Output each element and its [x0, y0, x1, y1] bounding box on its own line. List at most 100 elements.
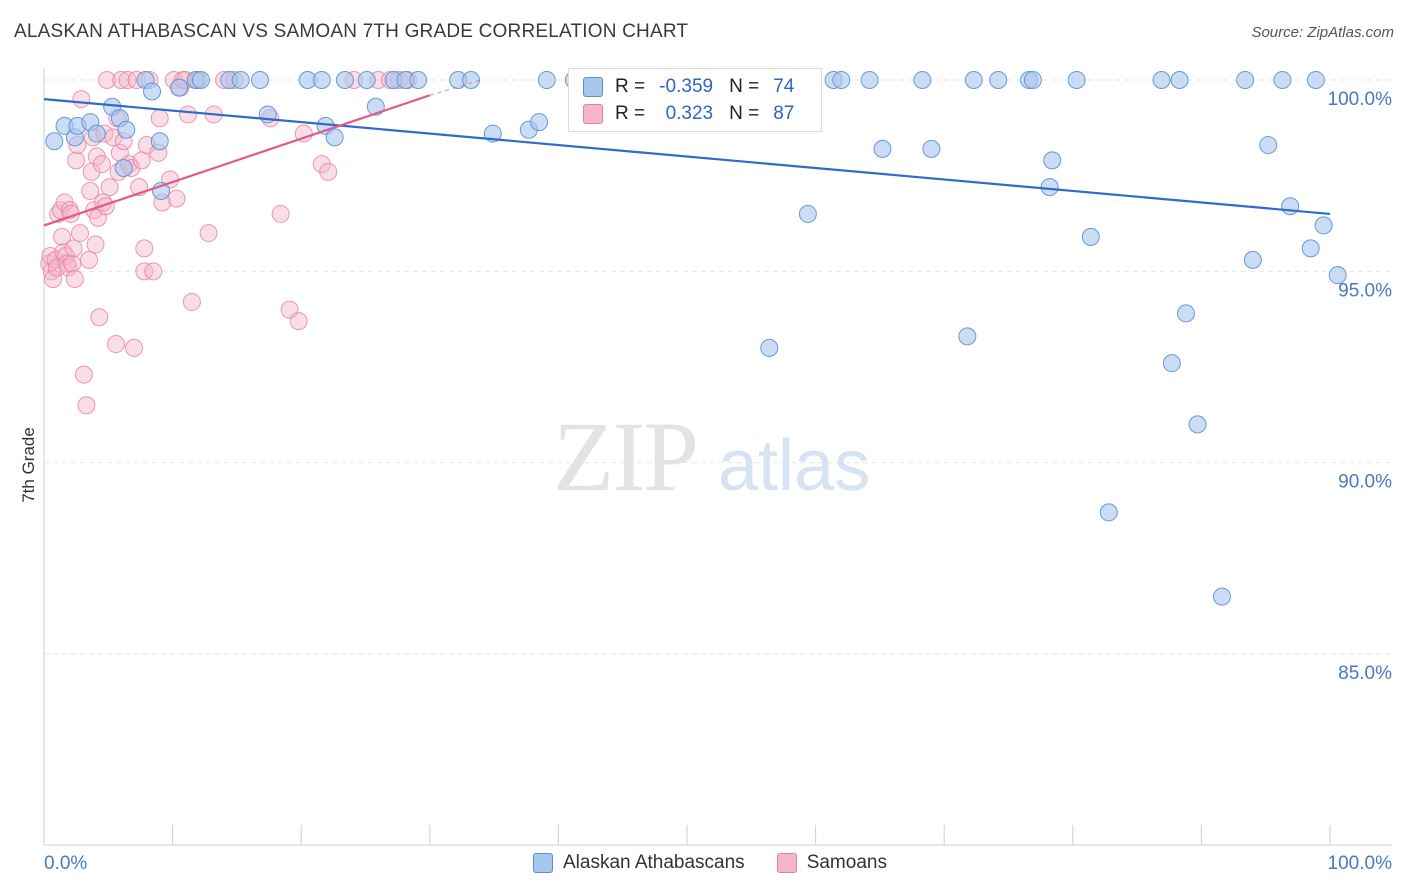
- athabascan-point: [1243, 250, 1262, 269]
- athabascan-point: [312, 71, 331, 89]
- athabascan-point: [143, 82, 162, 101]
- samoan-point: [81, 181, 100, 200]
- legend-item-athabascans[interactable]: Alaskan Athabascans: [533, 852, 745, 874]
- samoan-point: [167, 189, 186, 208]
- athabascan-point: [87, 124, 106, 143]
- legend-n-label: N =: [729, 103, 760, 124]
- athabascan-point: [409, 71, 428, 89]
- legend-r-label: R =: [615, 76, 646, 97]
- athabascan-trendline: [43, 98, 1331, 216]
- athabascan-point: [537, 71, 556, 89]
- samoan-point: [100, 178, 119, 197]
- athabascan-point: [1162, 354, 1181, 373]
- samoan-point: [135, 262, 154, 281]
- athabascan-point: [251, 71, 270, 89]
- athabascan-point: [357, 71, 376, 89]
- series-legend: Alaskan Athabascans Samoans: [533, 852, 919, 874]
- y-tick-label: 95.0%: [1338, 280, 1392, 301]
- axis-labels: 85.0% 90.0% 95.0% 100.0% 0.0% 100.0%: [44, 89, 1392, 874]
- samoan-point: [77, 396, 96, 415]
- athabascan-point: [335, 71, 354, 89]
- grid-layer: [44, 79, 1392, 655]
- athabascan-point: [1176, 304, 1195, 323]
- athabascan-point: [1081, 227, 1100, 246]
- samoan-point: [64, 239, 83, 258]
- athabascan-point: [325, 128, 344, 147]
- trend-layer: [43, 79, 1331, 227]
- legend-row-athabascan: R = -0.359 N = 74: [583, 74, 794, 100]
- axes-layer: [43, 68, 1392, 846]
- athabascan-point: [461, 71, 480, 89]
- samoan-point: [65, 269, 84, 288]
- athabascan-point: [117, 120, 136, 139]
- chart-source: Source: ZipAtlas.com: [1251, 24, 1394, 41]
- samoan-point: [312, 155, 331, 174]
- athabascan-point: [1301, 239, 1320, 258]
- samoan-point: [112, 71, 131, 89]
- athabascan-point: [1040, 178, 1059, 197]
- y-axis-title: 7th Grade: [19, 427, 38, 503]
- athabascan-point: [231, 71, 250, 89]
- stats-legend: R = -0.359 N = 74 R = 0.323 N = 87: [568, 68, 822, 132]
- legend-n-value-pink: 87: [773, 103, 795, 124]
- athabascan-point: [1236, 71, 1255, 89]
- athabascan-point: [1314, 216, 1333, 235]
- samoan-point: [135, 239, 154, 258]
- athabascan-point: [1099, 503, 1118, 522]
- samoan-point: [67, 151, 86, 170]
- samoan-point: [144, 262, 163, 281]
- athabascan-point: [989, 71, 1008, 89]
- athabascan-point: [913, 71, 932, 89]
- athabascan-point: [1273, 71, 1292, 89]
- athabascan-point: [860, 71, 879, 89]
- legend-row-samoan: R = 0.323 N = 87: [583, 101, 794, 127]
- legend-n-label: N =: [729, 76, 760, 97]
- samoan-point: [179, 105, 198, 124]
- samoan-point: [44, 269, 63, 288]
- samoan-point: [90, 308, 109, 327]
- chart-title: ALASKAN ATHABASCAN VS SAMOAN 7TH GRADE C…: [14, 21, 689, 42]
- legend-r-label: R =: [615, 103, 646, 124]
- samoan-point: [71, 224, 90, 243]
- samoan-point: [150, 109, 169, 128]
- samoan-point: [289, 312, 308, 331]
- samoan-point: [86, 235, 105, 254]
- athabascan-point: [760, 338, 779, 357]
- y-tick-label: 100.0%: [1328, 89, 1393, 110]
- samoan-point: [125, 338, 144, 357]
- watermark: ZIP atlas: [553, 401, 870, 512]
- athabascan-point: [114, 159, 133, 178]
- legend-n-value-blue: 74: [773, 76, 795, 97]
- legend-r-value-pink: 0.323: [665, 103, 714, 124]
- athabascan-point: [1152, 71, 1171, 89]
- athabascan-point: [1170, 71, 1189, 89]
- samoan-point: [74, 365, 93, 384]
- samoan-point: [294, 124, 313, 143]
- watermark-atlas: atlas: [718, 426, 870, 506]
- samoan-point: [72, 90, 91, 109]
- samoan-point: [132, 151, 151, 170]
- samoan-point: [271, 204, 290, 223]
- samoan-point: [63, 254, 82, 273]
- legend-item-samoans[interactable]: Samoans: [776, 852, 887, 874]
- athabascan-point: [1043, 151, 1062, 170]
- watermark-zip: ZIP: [553, 401, 697, 512]
- y-tick-label: 85.0%: [1338, 663, 1392, 684]
- samoan-point: [118, 71, 137, 89]
- athabascan-point: [150, 132, 169, 151]
- samoan-point: [319, 162, 338, 181]
- athabascan-point: [45, 132, 64, 151]
- athabascan-point: [170, 78, 189, 97]
- legend-label-athabascans: Alaskan Athabascans: [563, 852, 745, 873]
- athabascan-point: [1306, 71, 1325, 89]
- athabascan-point: [1328, 266, 1347, 285]
- athabascan-point: [798, 204, 817, 223]
- legend-label-samoans: Samoans: [806, 852, 887, 873]
- athabascan-point: [873, 139, 892, 158]
- y-tick-label: 90.0%: [1338, 472, 1392, 493]
- athabascan-point: [1259, 136, 1278, 155]
- legend-r-value-blue: -0.359: [659, 76, 714, 97]
- x-tick-label: 100.0%: [1328, 853, 1393, 874]
- samoan-point: [56, 247, 75, 266]
- legend-swatch-blue: [583, 77, 603, 97]
